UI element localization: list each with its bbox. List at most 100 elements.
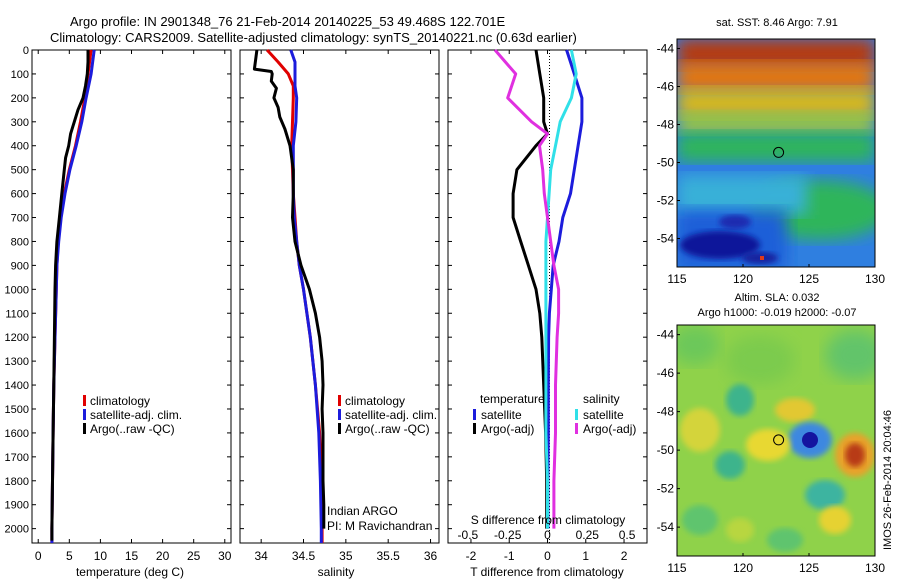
p2-xtick-label-1: 34.5	[292, 549, 316, 563]
legend-p2-label-0: climatology	[345, 394, 405, 408]
t-difference-xlabel: T difference from climatology	[470, 565, 624, 579]
m1-ticks-ylabel-1: -46	[657, 80, 675, 94]
p3-xtick-label-1: -1	[504, 549, 515, 563]
p2-xtick-label-0: 34	[254, 549, 268, 563]
depth-tick-label-8: 800	[11, 236, 29, 248]
p3-series-salinity-argo-adj	[493, 49, 561, 529]
legend-p2-swatch-0	[338, 395, 341, 406]
difference-panel: -2 -1 0 1 2 -0.5 -0.25 0 0.25 0.5 S difference fr…	[447, 49, 648, 579]
sst-map-panel: 115 120 125 130 -44 -46 -48 -50 -52 -54 sat. SST:…	[657, 17, 886, 286]
p3-series-temperature-satellite	[546, 49, 584, 529]
m2-ticks-ylabel-4: -52	[657, 482, 675, 496]
legend-salinity-title: salinity	[583, 392, 620, 406]
m2-ticks-ylabel-5: -54	[657, 520, 675, 534]
diff-legend-label-1-1: Argo(-adj)	[583, 422, 636, 436]
legend-p2-label-1: satellite-adj. clim.	[345, 408, 437, 422]
legend-p2-label-2: Argo(..raw -QC)	[345, 422, 430, 436]
s-diff-tick-label-1: -0.25	[494, 528, 522, 542]
depth-tick-label-9: 900	[11, 260, 29, 272]
argo-location-marker	[773, 146, 785, 158]
m1-ticks-ylabel-3: -50	[657, 156, 675, 170]
p1-xtick-label-6: 30	[218, 549, 232, 563]
legend-p2-swatch-1	[338, 409, 341, 420]
m1-ticks-ylabel-2: -48	[657, 118, 675, 132]
salinity-axes	[239, 49, 440, 544]
header-line-2: Climatology: CARS2009. Satellite-adjuste…	[50, 30, 577, 45]
p1-xtick-label-0: 0	[35, 549, 42, 563]
legend-p1-swatch-2	[83, 423, 86, 434]
p1-series-argo-raw-qc	[50, 50, 90, 541]
depth-tick-label-6: 600	[11, 189, 29, 201]
legend-p1-swatch-0	[83, 395, 86, 406]
p3-xtick-label-4: 2	[621, 549, 628, 563]
sst-map-frame	[676, 38, 876, 268]
depth-tick-label-0: 0	[23, 45, 29, 57]
legend-p1-label-1: satellite-adj. clim.	[90, 408, 182, 422]
p2-xtick-label-3: 35.5	[377, 549, 401, 563]
depth-tick-label-13: 1300	[5, 356, 29, 368]
p1-xtick-label-5: 25	[187, 549, 201, 563]
s-diff-tick-label-3: 0.25	[576, 528, 600, 542]
m2-ticks-ylabel-3: -50	[657, 443, 675, 457]
p3-series-salinity-satellite	[544, 49, 578, 529]
depth-tick-label-10: 1000	[5, 284, 29, 296]
diff-legend-label-0-0: satellite	[481, 408, 522, 422]
m2-ticks-ylabel-2: -48	[657, 405, 675, 419]
m2-ticks-ylabel-1: -46	[657, 366, 675, 380]
m1-ticks-xlabel-0: 115	[667, 272, 686, 286]
p3-series-temperature-argo-adj	[511, 49, 549, 529]
s-diff-tick-label-4: 0.5	[619, 528, 636, 542]
depth-tick-label-5: 500	[11, 165, 29, 177]
depth-tick-label-14: 1400	[5, 380, 29, 392]
p2-series-satellite-adj-clim	[289, 49, 323, 543]
depth-tick-label-1: 100	[11, 69, 29, 81]
diff-legend-label-0-1: Argo(-adj)	[481, 422, 534, 436]
legend-p2-swatch-2	[338, 423, 341, 434]
sla-map-frame	[676, 324, 876, 557]
p2-xtick-label-2: 35	[339, 549, 353, 563]
legend-temperature-title: temperature	[480, 392, 545, 406]
sla-map-title: Altim. SLA: 0.032	[735, 292, 820, 304]
m2-ticks-xlabel-1: 120	[733, 561, 753, 575]
header-line-1: Argo profile: IN 2901348_76 21-Feb-2014 …	[70, 14, 506, 29]
salinity-panel: 34 34.5 35 35.5 36 salinity Indian ARGO PI: …	[239, 48, 440, 579]
temperature-axes	[31, 49, 232, 544]
pi-annotation: PI: M Ravichandran	[327, 519, 432, 533]
p1-xtick-label-1: 5	[66, 549, 73, 563]
argo-location-marker-2	[773, 434, 785, 446]
p3-xtick-label-3: 1	[582, 549, 589, 563]
diff-legend-label-1-0: satellite	[583, 408, 624, 422]
sla-map-subtitle: Argo h1000: -0.019 h2000: -0.07	[697, 307, 856, 319]
depth-tick-label-7: 700	[11, 213, 29, 225]
p1-xtick-label-3: 15	[125, 549, 139, 563]
m2-ticks-xlabel-0: 115	[667, 561, 686, 575]
m2-ticks-ylabel-0: -44	[657, 328, 675, 342]
p1-xtick-label-2: 10	[94, 549, 108, 563]
depth-tick-label-17: 1700	[5, 452, 29, 464]
salinity-xlabel: salinity	[318, 565, 355, 579]
platform-annotation: Indian ARGO	[327, 504, 398, 518]
m1-ticks-xlabel-3: 130	[865, 272, 885, 286]
m1-ticks-ylabel-4: -52	[657, 194, 675, 208]
p3-xtick-label-0: -2	[466, 549, 477, 563]
legend-p1-label-0: climatology	[90, 394, 150, 408]
sla-map-panel: 115 120 125 130 -44 -46 -48 -50 -52 -54 Altim. SL…	[657, 292, 894, 575]
m1-ticks-ylabel-0: -44	[657, 42, 675, 56]
depth-tick-label-19: 1900	[5, 500, 29, 512]
m2-ticks-xlabel-3: 130	[865, 561, 885, 575]
temperature-xlabel: temperature (deg C)	[76, 565, 184, 579]
sst-map-title: sat. SST: 8.46 Argo: 7.91	[716, 17, 838, 29]
depth-tick-label-4: 400	[11, 141, 29, 153]
diff-legend-swatch-0-0	[473, 409, 476, 420]
depth-tick-label-18: 1800	[5, 476, 29, 488]
p1-xtick-label-4: 20	[156, 549, 170, 563]
legend-p1-swatch-1	[83, 409, 86, 420]
depth-tick-label-16: 1600	[5, 428, 29, 440]
p2-series-argo-raw-qc	[252, 49, 326, 529]
s-difference-label: S difference from climatology	[471, 513, 626, 527]
s-diff-tick-label-0: -0.5	[458, 528, 479, 542]
